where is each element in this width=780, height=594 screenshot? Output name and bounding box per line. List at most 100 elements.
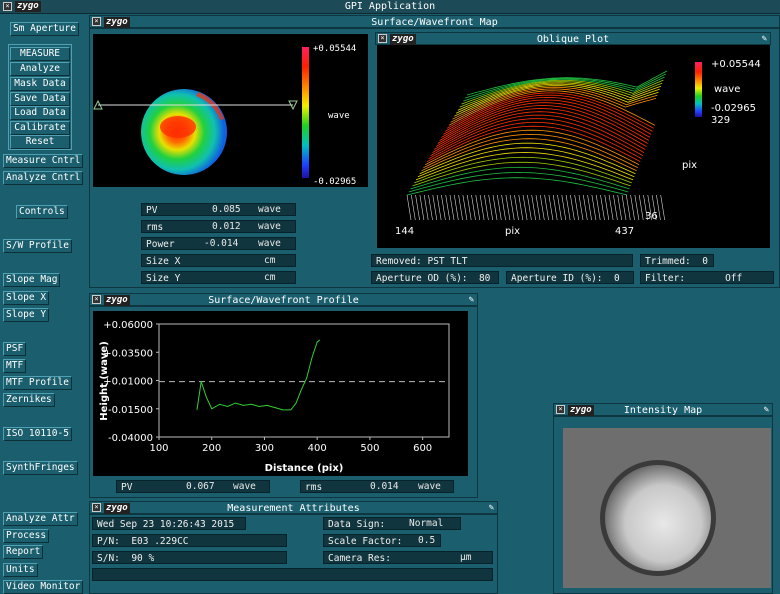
units-button[interactable]: Units [3,563,38,577]
close-icon[interactable]: × [92,503,101,512]
oblique-mesh-line [423,133,639,169]
intensity-svg [600,460,716,576]
oblique-mesh-skirt [600,194,605,221]
oblique-mesh-line [455,83,660,114]
serial-number-field[interactable]: S/N: 90 % [92,551,287,564]
oblique-mesh-skirt [634,194,640,221]
analyze-attr-button[interactable]: Analyze Attr [3,512,78,526]
oblique-mesh-skirt [454,194,459,221]
oblique-mesh-skirt [604,194,610,221]
profile-titlebar[interactable]: × zygo Surface/Wavefront Profile ✎ [89,293,478,306]
data-sign-value: Normal [409,518,444,529]
profile-rms-value: 0.014 [370,481,399,492]
oblique-mesh-skirt [565,194,571,221]
aperture-button[interactable]: Sm Aperture [10,22,79,36]
intensity-image[interactable] [563,428,771,588]
slope-x-button[interactable]: Slope X [3,291,50,305]
oblique-mesh [406,70,668,221]
measure-cntrl-button[interactable]: Measure Cntrl [3,154,84,168]
analyze-button[interactable]: Analyze [10,62,70,76]
notes-field[interactable] [92,568,493,581]
oblique-mesh-skirt [462,194,468,221]
camera-res-label: Camera Res: [323,551,493,564]
close-icon[interactable]: × [378,34,387,43]
profile-canvas[interactable]: +0.06000 +0.03500 +0.01000 -0.01500 -0.04000… [93,311,468,476]
close-icon[interactable]: × [556,405,565,414]
wrench-icon[interactable]: ✎ [468,295,474,305]
oblique-mesh-line [445,94,653,132]
load-data-button[interactable]: Load Data [10,106,70,120]
wrench-icon[interactable]: ✎ [763,405,769,415]
oblique-mesh-skirt [484,194,489,221]
mtf-profile-button[interactable]: MTF Profile [3,376,72,390]
oblique-mesh-line [415,152,634,181]
zernikes-button[interactable]: Zernikes [3,393,55,407]
profile-xtick-label: 200 [202,443,221,454]
oblique-mesh-skirt [621,194,627,221]
oblique-canvas[interactable]: +0.05544 wave -0.02965 329 pix 36 144 pi… [377,45,770,248]
save-data-button[interactable]: Save Data [10,92,70,106]
oblique-mesh-skirt [630,194,635,221]
part-number-field[interactable]: P/N: E03 .229CC [92,534,287,547]
controls-button[interactable]: Controls [16,205,68,219]
slope-mag-button[interactable]: Slope Mag [3,273,61,287]
intensity-title: Intensity Map [623,405,703,416]
profile-xtick-label: 400 [308,443,327,454]
data-sign-label: Data Sign: [323,517,461,530]
close-icon[interactable]: × [92,17,101,26]
wrench-icon[interactable]: ✎ [761,34,767,44]
sw-profile-button[interactable]: S/W Profile [3,239,72,253]
oblique-mesh-skirt [561,194,567,221]
surface-map-canvas[interactable]: +0.05544 wave -0.02965 [93,34,368,187]
mask-data-button[interactable]: Mask Data [10,77,70,91]
intensity-titlebar[interactable]: × zygo Intensity Map ✎ [553,403,773,416]
oblique-mesh-skirt [552,194,558,221]
oblique-mesh-line [459,81,663,108]
calibrate-button[interactable]: Calibrate [10,121,70,135]
close-icon[interactable]: × [92,295,101,304]
wrench-icon[interactable]: ✎ [488,503,494,513]
process-button[interactable]: Process [3,529,50,543]
oblique-mesh-skirt [497,194,502,221]
measurement-titlebar[interactable]: × zygo Measurement Attributes ✎ [89,501,498,514]
oblique-mesh-skirt [492,194,498,221]
close-icon[interactable]: × [3,2,12,11]
oblique-mesh-skirt [423,194,429,221]
oblique-titlebar[interactable]: × zygo Oblique Plot ✎ [375,32,771,45]
oblique-mesh-skirt [570,194,575,221]
cut-line-left-handle-icon[interactable] [93,99,103,110]
iso-10110-button[interactable]: ISO 10110-5 [3,427,72,441]
oblique-mesh-line [454,85,659,117]
report-button[interactable]: Report [3,545,44,559]
oblique-mesh-skirt [617,194,622,221]
measure-button[interactable]: MEASURE [10,47,70,61]
profile-ylabel: Height (wave) [99,341,110,421]
oblique-mesh-skirt [475,194,481,221]
oblique-mesh-skirt [583,194,588,221]
oblique-x-left: 144 [395,226,414,237]
cut-line-right-handle-icon[interactable] [288,100,298,111]
oblique-mesh-skirt [660,194,665,221]
surface-map-peak [160,116,196,138]
analyze-cntrl-button[interactable]: Analyze Cntrl [3,171,84,185]
stat-rms-label: rms [141,220,296,233]
profile-xtick-label: 600 [413,443,432,454]
oblique-title: Oblique Plot [536,34,610,45]
profile-pv-value: 0.067 [186,481,215,492]
zygo-logo: zygo [390,34,416,45]
oblique-mesh-line [457,82,662,111]
synthfringes-button[interactable]: SynthFringes [3,461,78,475]
removed-field: Removed: PST TLT [371,254,633,267]
surface-map-titlebar[interactable]: × zygo Surface/Wavefront Map [89,15,780,28]
psf-button[interactable]: PSF [3,342,27,356]
oblique-mesh-skirt [613,194,618,221]
slope-y-button[interactable]: Slope Y [3,308,50,322]
reset-button[interactable]: Reset [10,135,70,149]
oblique-mesh-skirt [591,194,597,221]
oblique-mesh-skirt [432,194,438,221]
oblique-mesh-skirt [557,194,562,221]
oblique-mesh-line [443,96,652,135]
video-monitor-button[interactable]: Video Monitor [3,580,84,594]
mtf-button[interactable]: MTF [3,359,27,373]
stat-sizey-unit: cm [264,272,276,283]
